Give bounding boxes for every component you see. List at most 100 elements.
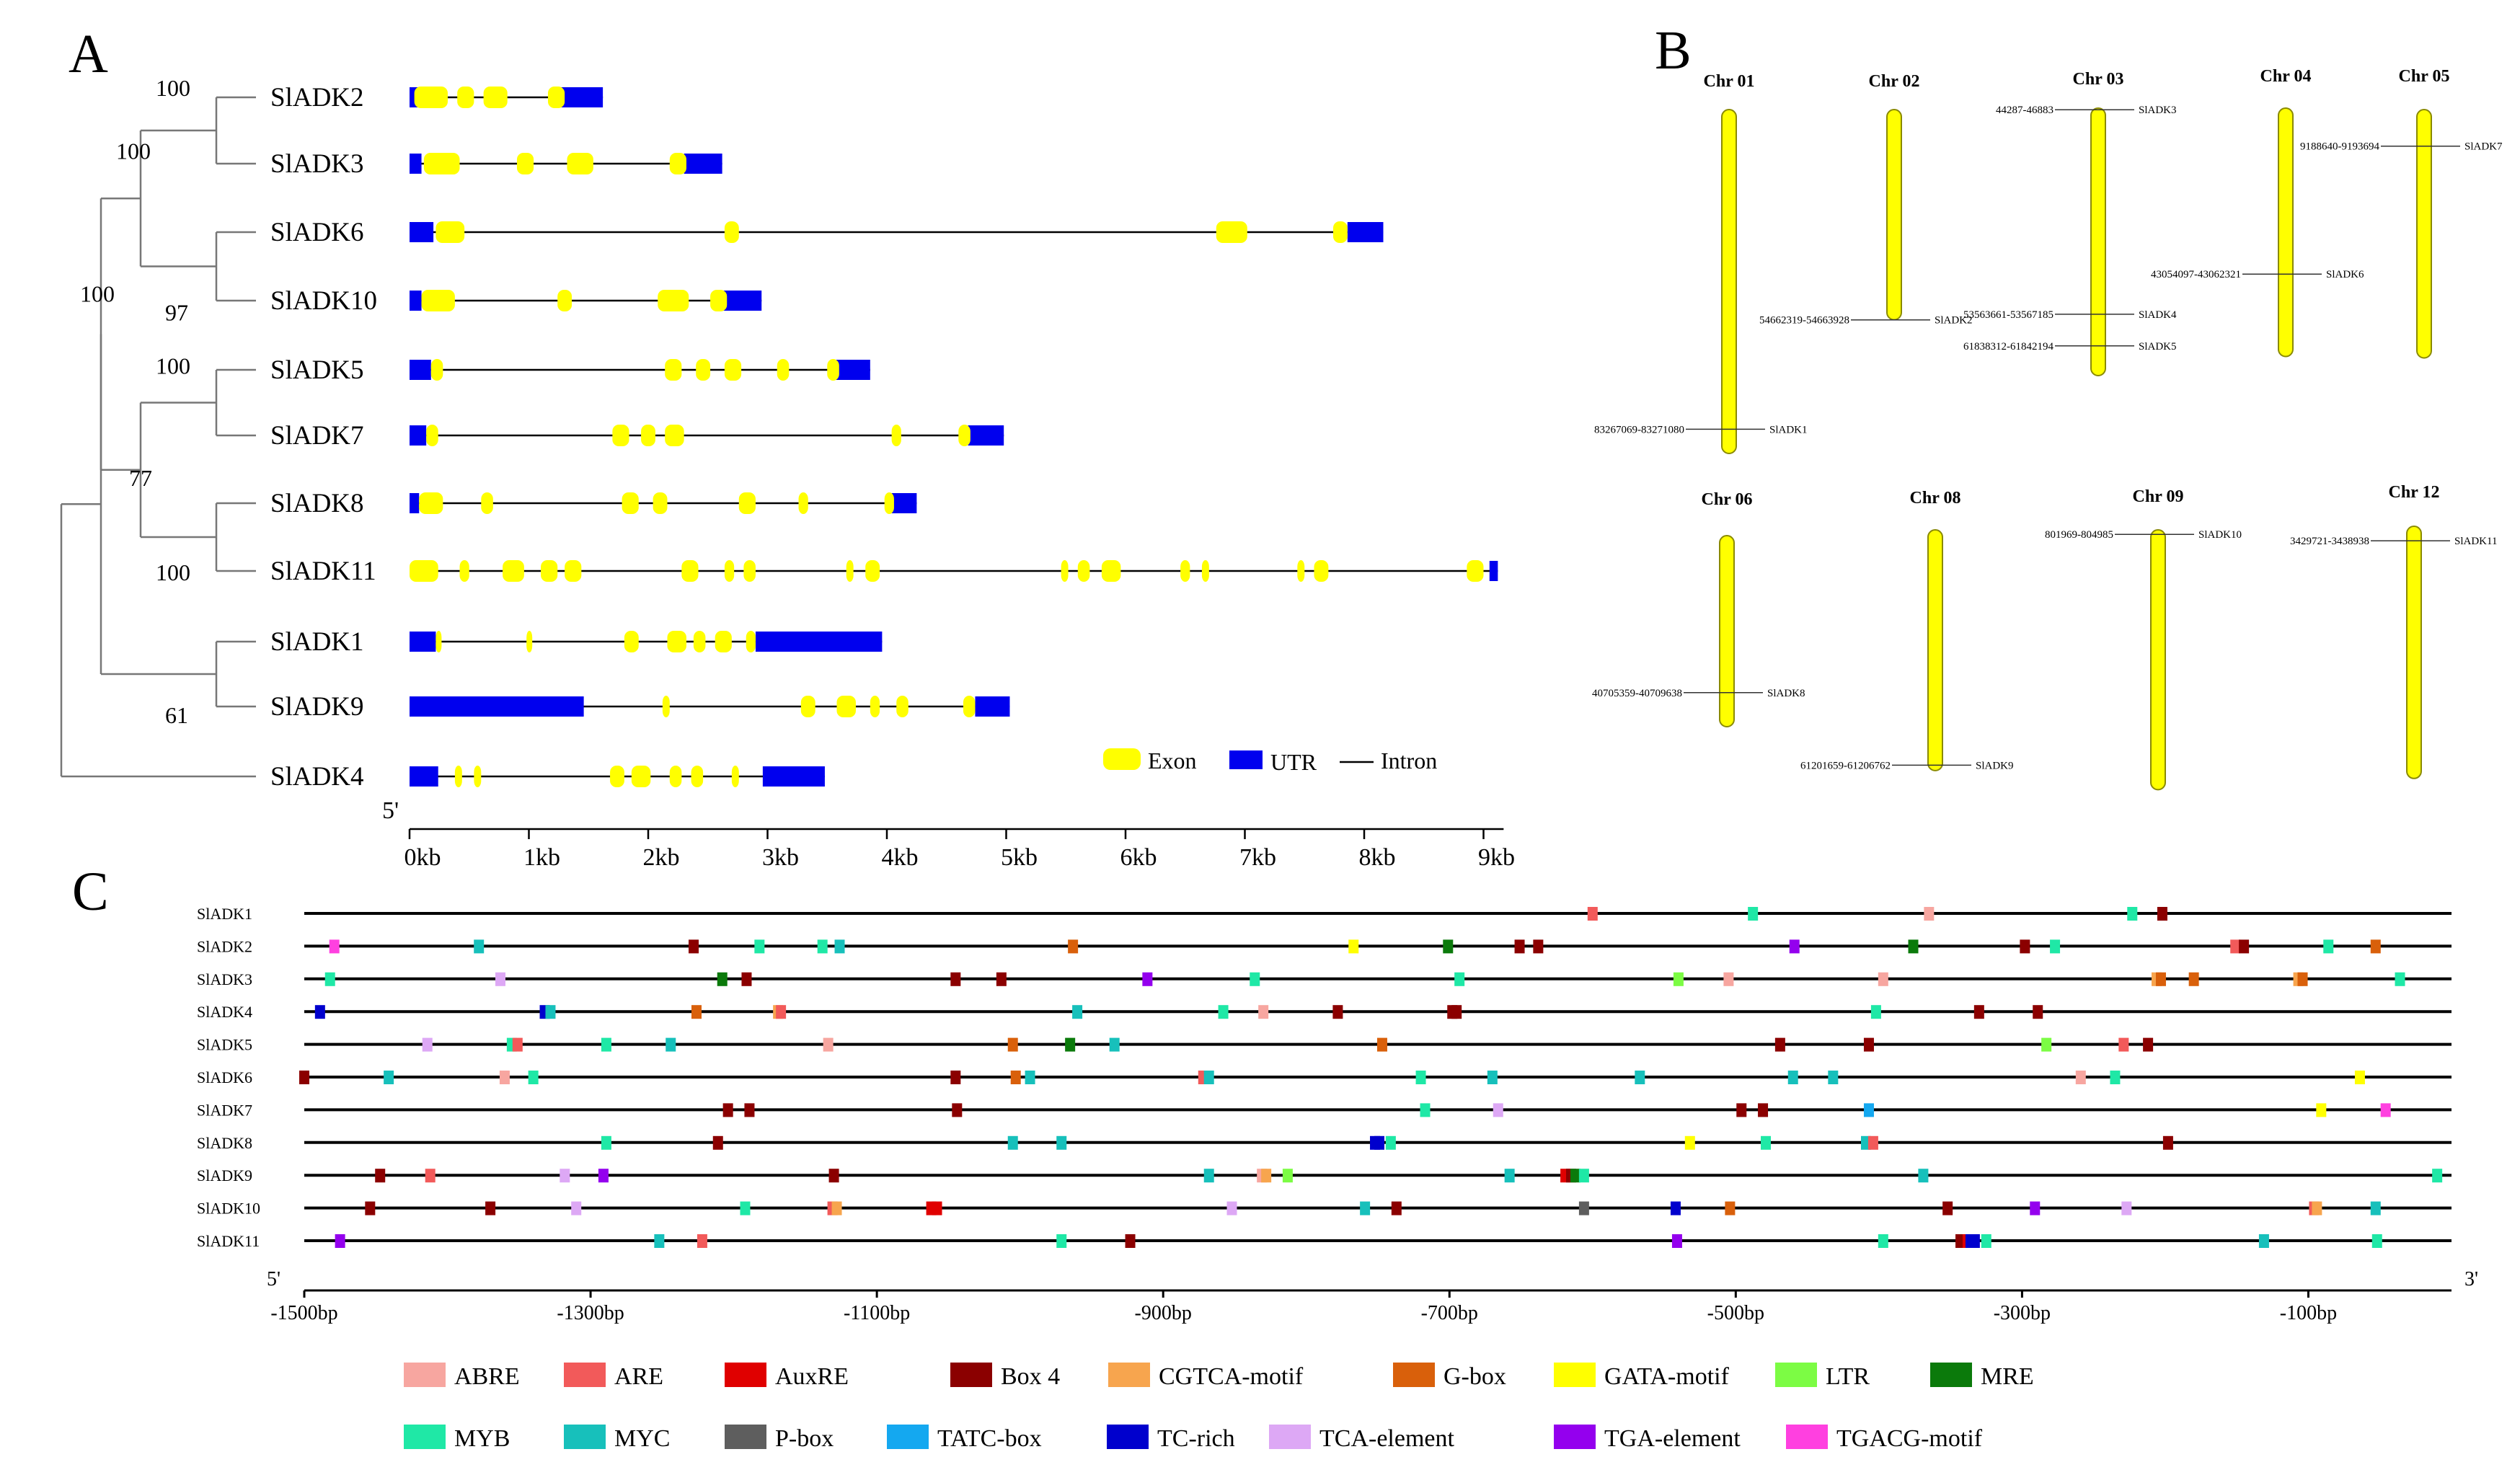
gene-locus-range: 61838312-61842194: [1963, 341, 2053, 353]
gene-locus-range: 44287-46883: [1996, 105, 2053, 116]
motif-ltr: [2041, 1037, 2052, 1052]
motif-box-4: [2239, 939, 2250, 954]
motif-box-4: [2162, 1135, 2173, 1150]
motif-box-4: [744, 1103, 755, 1117]
bp-tick-label: -100bp: [2280, 1302, 2337, 1324]
motif-are: [425, 1169, 436, 1183]
exon-block: [426, 425, 438, 446]
exon-block: [827, 359, 839, 381]
chromosome-label: Chr 03: [2073, 70, 2124, 89]
motif-g-box: [2297, 972, 2308, 986]
gene-locus-range: 53563661-53567185: [1963, 309, 2053, 321]
legend-label-p-box: P-box: [775, 1425, 834, 1452]
chromosome-label: Chr 02: [1869, 72, 1920, 91]
motif-tatc-box: [1863, 1103, 1874, 1117]
motif-myb: [1218, 1005, 1229, 1019]
five-prime-label: 5': [382, 797, 399, 824]
promoter-gene-label: SlADK6: [197, 1068, 252, 1086]
motif-box-4: [950, 972, 961, 986]
panel-c-cis-elements: SlADK1 SlADK2 SlADK3 SlADK4 SlADK5 SlADK6 SlAD…: [197, 905, 2478, 1452]
tree-gene-label: SlADK8: [270, 489, 364, 518]
motif-myb: [324, 972, 335, 986]
legend-label-abre: ABRE: [454, 1363, 520, 1390]
exon-block: [669, 153, 686, 174]
utr-block: [975, 696, 1010, 717]
legend-label-ltr: LTR: [1826, 1363, 1870, 1390]
utr-block: [762, 766, 825, 787]
utr-block: [755, 632, 883, 652]
exon-block: [731, 766, 739, 787]
exon-block: [516, 153, 534, 174]
exon-block: [653, 492, 668, 514]
motif-box-4: [2020, 939, 2030, 954]
motif-tc-rich: [1969, 1234, 1980, 1248]
motif-box-4: [1736, 1103, 1747, 1117]
exon-block: [436, 221, 465, 243]
motif-ltr: [1673, 972, 1684, 986]
exon-block: [1467, 560, 1484, 582]
exon-block: [622, 492, 639, 514]
exon-block: [624, 631, 639, 652]
motif-tga-element: [335, 1234, 345, 1248]
motif-myc: [1109, 1037, 1120, 1052]
motif-box-4: [2157, 907, 2167, 921]
motif-myb: [1761, 1135, 1772, 1150]
motif-myb: [817, 939, 828, 954]
kb-tick-label: 9kb: [1478, 844, 1515, 871]
legend-label-tgacg-motif: TGACG-motif: [1836, 1425, 1983, 1452]
motif-tga-element: [1789, 939, 1800, 954]
utr-block: [410, 425, 427, 446]
motif-box-4: [1125, 1234, 1136, 1248]
motif-myb: [2371, 1234, 2382, 1248]
motif-myc: [1025, 1071, 1035, 1084]
exon-block: [681, 560, 699, 582]
chromosome-bar: [1886, 109, 1902, 321]
motif-box-4: [1332, 1005, 1343, 1019]
motif-box-4: [2033, 1005, 2043, 1019]
legend-swatch-tca-element: [1269, 1425, 1311, 1449]
motif-box-4: [1514, 939, 1525, 954]
motif-g-box: [2155, 972, 2166, 986]
legend-label-cgtca-motif: CGTCA-motif: [1159, 1363, 1304, 1390]
tree-gene-label: SlADK10: [270, 286, 377, 316]
motif-box-4: [1863, 1037, 1874, 1052]
motif-are: [512, 1037, 523, 1052]
motif-myc: [1828, 1071, 1839, 1084]
chromosome-bar: [1927, 529, 1943, 771]
motif-abre: [1258, 1005, 1269, 1019]
utr-block: [968, 425, 1004, 446]
motif-box-4: [1973, 1005, 1984, 1019]
chromosome-bar: [1719, 535, 1735, 727]
motif-g-box: [2188, 972, 2199, 986]
motif-tca-element: [1226, 1201, 1237, 1215]
bootstrap-label: 100: [116, 138, 151, 164]
legend-label-gata-motif: GATA-motif: [1604, 1363, 1730, 1390]
exon-block: [662, 696, 670, 717]
exon-block: [419, 492, 443, 514]
utr-block: [834, 360, 870, 380]
tree-gene-label: SlADK11: [270, 557, 376, 586]
motif-myb: [528, 1071, 539, 1084]
bp-tick-label: -500bp: [1707, 1302, 1764, 1324]
legend-label-are: ARE: [614, 1363, 663, 1390]
promoter-gene-label: SlADK3: [197, 970, 252, 988]
bootstrap-label: 61: [165, 702, 188, 728]
promoter-gene-label: SlADK1: [197, 905, 252, 923]
exon-block: [743, 560, 756, 582]
motif-myc: [834, 939, 845, 954]
motif-tc-rich: [1374, 1135, 1384, 1150]
legend-label-auxre: AuxRE: [775, 1363, 849, 1390]
panel-b-chromosome-map: Chr 01 83267069-83271080 SlADK1 Chr 02 54662…: [1592, 67, 2503, 791]
bp-tick-label: -900bp: [1135, 1302, 1192, 1324]
motif-are: [2230, 939, 2241, 954]
motif-box-4: [952, 1103, 963, 1117]
motif-auxre: [932, 1201, 942, 1215]
exon-block: [612, 425, 629, 446]
legend-label-myc: MYC: [614, 1425, 670, 1452]
motif-tga-element: [598, 1169, 609, 1183]
exon-block: [800, 696, 815, 717]
motif-box-4: [1942, 1201, 1953, 1215]
motif-g-box: [1010, 1071, 1021, 1084]
promoter-gene-label: SlADK7: [197, 1101, 252, 1119]
exon-block: [503, 560, 524, 582]
